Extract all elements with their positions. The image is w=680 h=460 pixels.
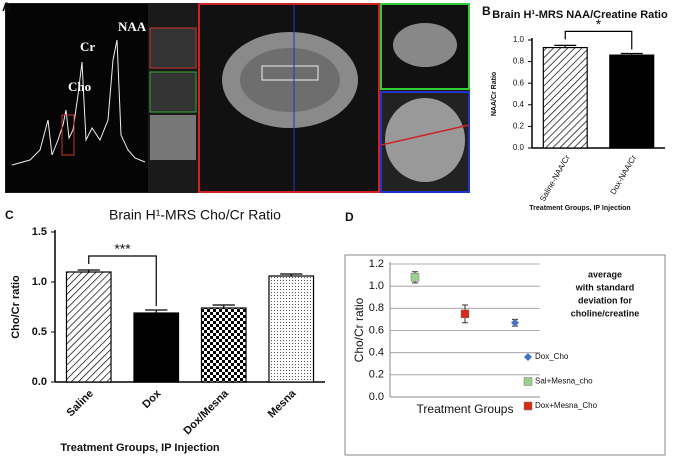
x-tick-label: Saline-NAA/Cr — [538, 153, 572, 203]
y-tick-label: 0.0 — [32, 376, 47, 388]
peak-label: NAA — [118, 19, 147, 34]
panel-d-frame — [344, 254, 666, 456]
thumb — [150, 115, 196, 160]
thumb — [149, 27, 197, 69]
error-bar — [145, 309, 168, 313]
brain — [393, 23, 457, 67]
peak-label: Cr — [80, 39, 95, 54]
annotation: choline/creatine — [571, 308, 640, 318]
bar — [65, 271, 112, 383]
y-tick-label: 1.0 — [369, 280, 384, 292]
error-bar — [280, 273, 303, 276]
point — [410, 273, 420, 282]
significance-bracket — [564, 30, 633, 50]
annotation: deviation for — [578, 295, 633, 305]
x-tick-label: Dox-NAA/Cr — [609, 153, 639, 196]
error-bar — [620, 52, 643, 56]
y-tick-label: 0.6 — [369, 324, 384, 336]
mrs-screenshot: A NAA Cr Cho — [2, 0, 470, 193]
y-axis-label: Cho/Cr ratio — [352, 297, 366, 362]
y-tick-label: 0.8 — [513, 57, 525, 66]
error-bar — [212, 304, 235, 308]
x-axis-label: Treatment Groups, IP Injection — [529, 205, 630, 212]
spectrum-view — [6, 4, 148, 192]
error-bar — [77, 269, 100, 272]
annotation: with standard — [575, 282, 635, 292]
crosshair — [380, 124, 470, 146]
y-tick-label: 0.2 — [513, 122, 525, 131]
error-bar — [554, 44, 577, 48]
y-tick-label: 0.0 — [369, 391, 384, 403]
point — [460, 309, 470, 319]
y-tick-label: 1.0 — [32, 276, 47, 288]
x-axis-label: Treatment Groups — [417, 402, 514, 416]
legend-marker — [524, 353, 532, 361]
annotation: average — [588, 269, 622, 279]
x-tick-label: Mesna — [266, 387, 299, 420]
y-axis-label: Cho/Cr ratio — [10, 275, 22, 339]
y-tick-label: 1.0 — [513, 35, 525, 44]
legend-label: Dox_Cho — [535, 352, 569, 361]
x-tick-label: Dox/Mesna — [181, 387, 231, 437]
roi — [61, 114, 75, 156]
significance-bracket — [88, 255, 157, 306]
panel-label: A — [2, 0, 11, 14]
bar — [133, 312, 180, 383]
legend-label: Sal+Mesna_cho — [535, 377, 593, 386]
y-tick-label: 0.8 — [369, 302, 384, 314]
x-tick-label: Dox — [140, 387, 164, 411]
thumb — [149, 71, 197, 113]
legend-marker — [523, 401, 533, 411]
y-axis-label: NAA/Cr Ratio — [491, 72, 498, 116]
legend-marker — [523, 377, 533, 386]
chart-title: Brain H¹-MRS Cho/Cr Ratio — [109, 207, 281, 223]
panel-label: D — [345, 210, 354, 224]
bar — [542, 46, 588, 149]
bar — [268, 275, 315, 383]
y-tick-label: 0.0 — [513, 143, 525, 152]
bar — [200, 307, 247, 383]
legend-label: Dox+Mesna_Cho — [535, 401, 598, 410]
y-tick-label: 0.4 — [369, 347, 384, 359]
y-tick-label: 0.6 — [513, 78, 525, 87]
chart-title: Brain H¹-MRS NAA/Creatine Ratio — [492, 9, 668, 21]
y-tick-label: 0.2 — [369, 369, 384, 381]
peak-label: Cho — [68, 79, 91, 94]
y-tick-label: 0.5 — [32, 326, 47, 338]
panel-label: B — [482, 4, 491, 18]
x-axis-label: Treatment Groups, IP Injection — [60, 442, 220, 454]
y-tick-label: 0.4 — [513, 100, 525, 109]
bar — [609, 54, 655, 149]
y-tick-label: 1.5 — [32, 226, 47, 238]
spectrum — [11, 39, 146, 166]
brain — [385, 98, 465, 182]
significance: * — [596, 16, 602, 32]
point — [511, 318, 519, 327]
y-tick-label: 1.2 — [369, 258, 384, 270]
significance: *** — [114, 241, 131, 257]
panel-label: C — [5, 208, 14, 222]
x-tick-label: Saline — [65, 388, 96, 419]
voxel — [261, 65, 319, 81]
